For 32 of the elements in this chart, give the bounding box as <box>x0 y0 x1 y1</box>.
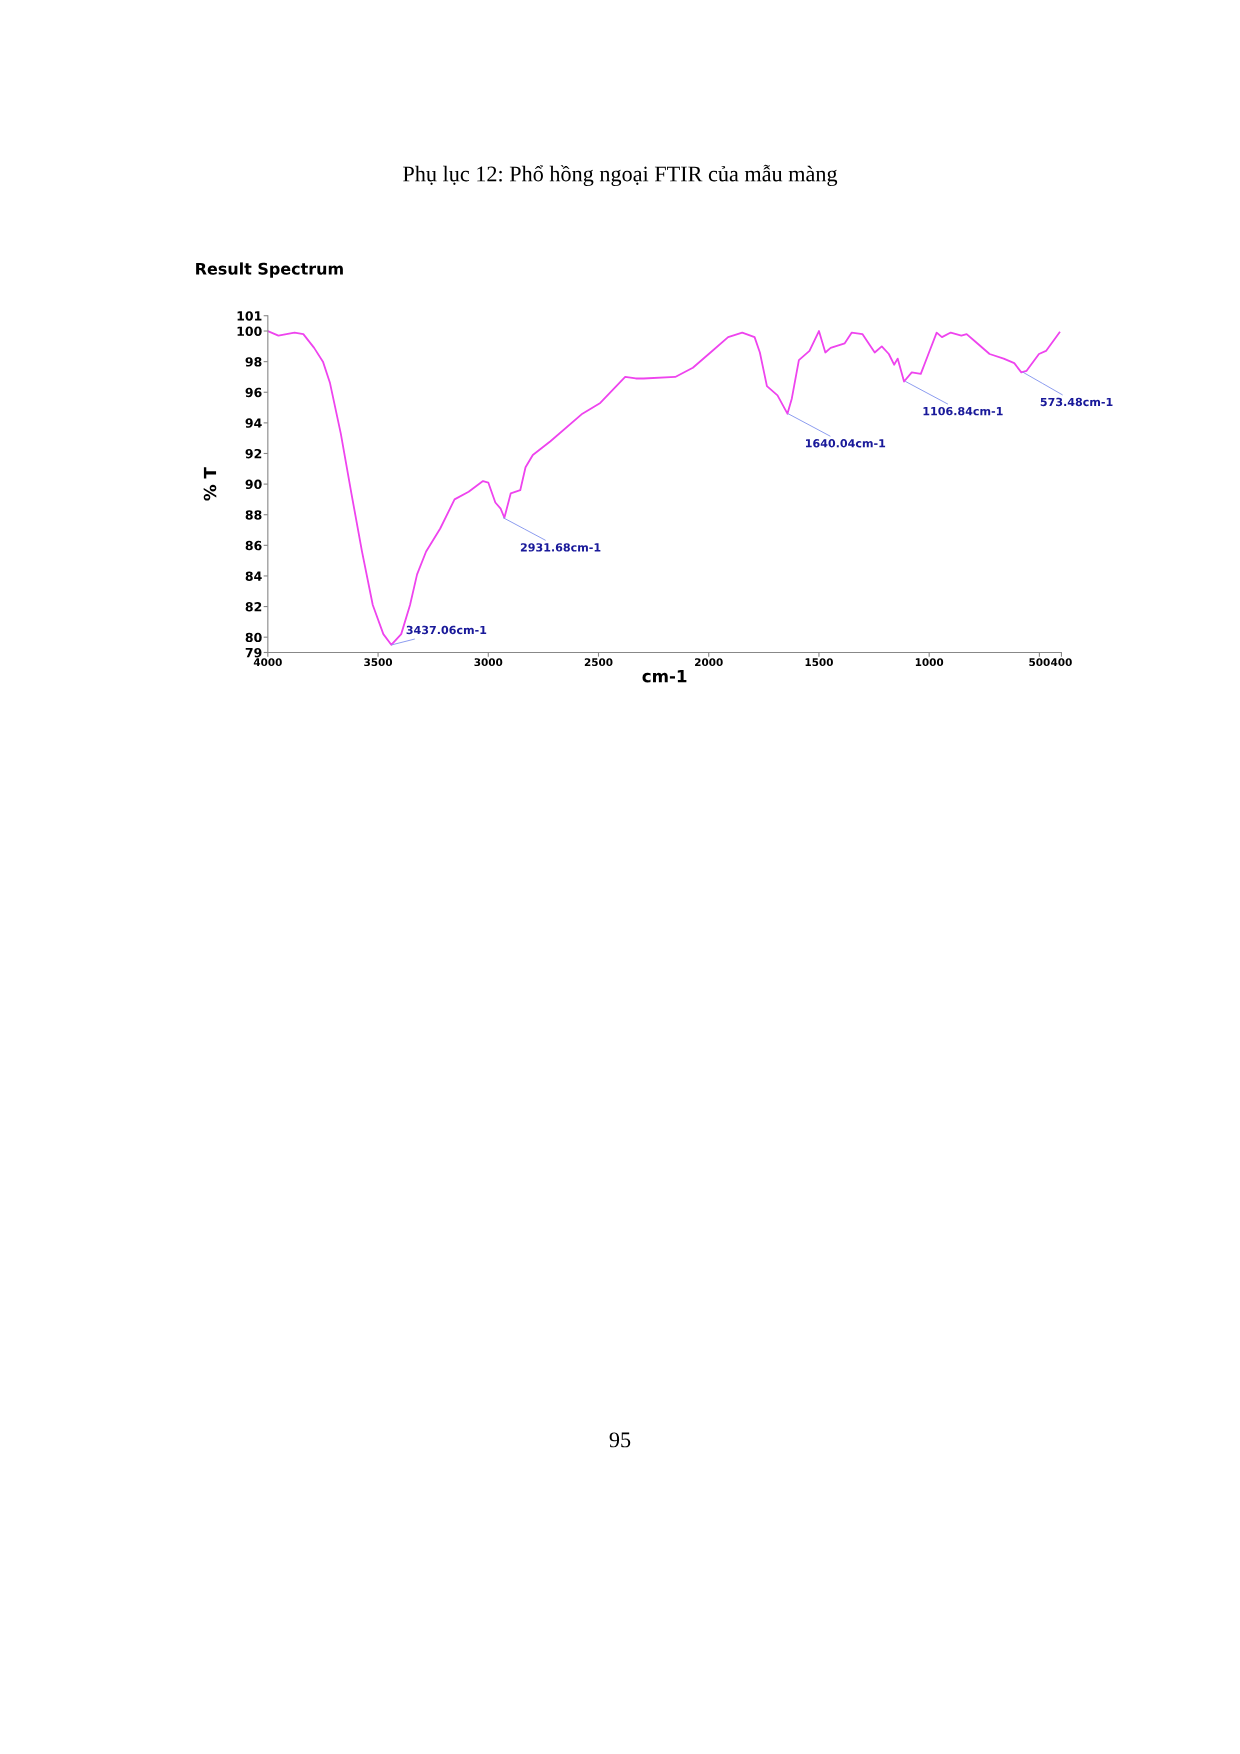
text: 95 <box>609 1432 631 1448</box>
text: Phụ lục 12: Phổ hồng ngoại FTIR của mẫu màng <box>403 164 838 187</box>
x-tick-label: 500 <box>1029 658 1050 667</box>
x-tick-label: 1500 <box>805 658 833 667</box>
y-tick-label: 96 <box>245 387 262 398</box>
x-tick-label: 3500 <box>364 658 393 667</box>
x-tick-label: 400 <box>1051 658 1072 667</box>
annotation: 2931.68cm-1 <box>520 543 601 552</box>
y-tick-label: 82 <box>245 602 262 612</box>
x-axis-title: cm-1 <box>642 670 687 683</box>
chart-title: Result Spectrum <box>196 262 343 278</box>
y-tick-label: 100 <box>237 326 262 336</box>
y-tick-label: 98 <box>245 357 262 367</box>
y-tick-label: 80 <box>245 632 262 643</box>
y-tick-label: 88 <box>245 510 262 520</box>
y-tick-label: 92 <box>245 448 262 459</box>
x-tick-label: 2000 <box>695 658 723 667</box>
annotation: 3437.06cm-1 <box>406 625 487 635</box>
x-tick-label: 3000 <box>474 658 503 667</box>
y-tick-label: 101 <box>237 311 262 321</box>
annotation: 573.48cm-1 <box>1040 397 1113 407</box>
x-tick-label: 4000 <box>253 658 282 667</box>
y-tick-label: 84 <box>245 571 262 581</box>
annotation: 1640.04cm-1 <box>806 439 886 448</box>
y-tick-label: 86 <box>245 540 262 551</box>
x-tick-label: 1000 <box>915 658 944 667</box>
y-axis-title: % T <box>203 467 217 501</box>
y-tick-label: 79 <box>245 647 262 658</box>
y-tick-label: 90 <box>245 479 262 490</box>
x-tick-label: 2500 <box>584 658 613 667</box>
annotation: 1106.84cm-1 <box>923 406 1003 416</box>
y-tick-label: 94 <box>245 418 262 428</box>
